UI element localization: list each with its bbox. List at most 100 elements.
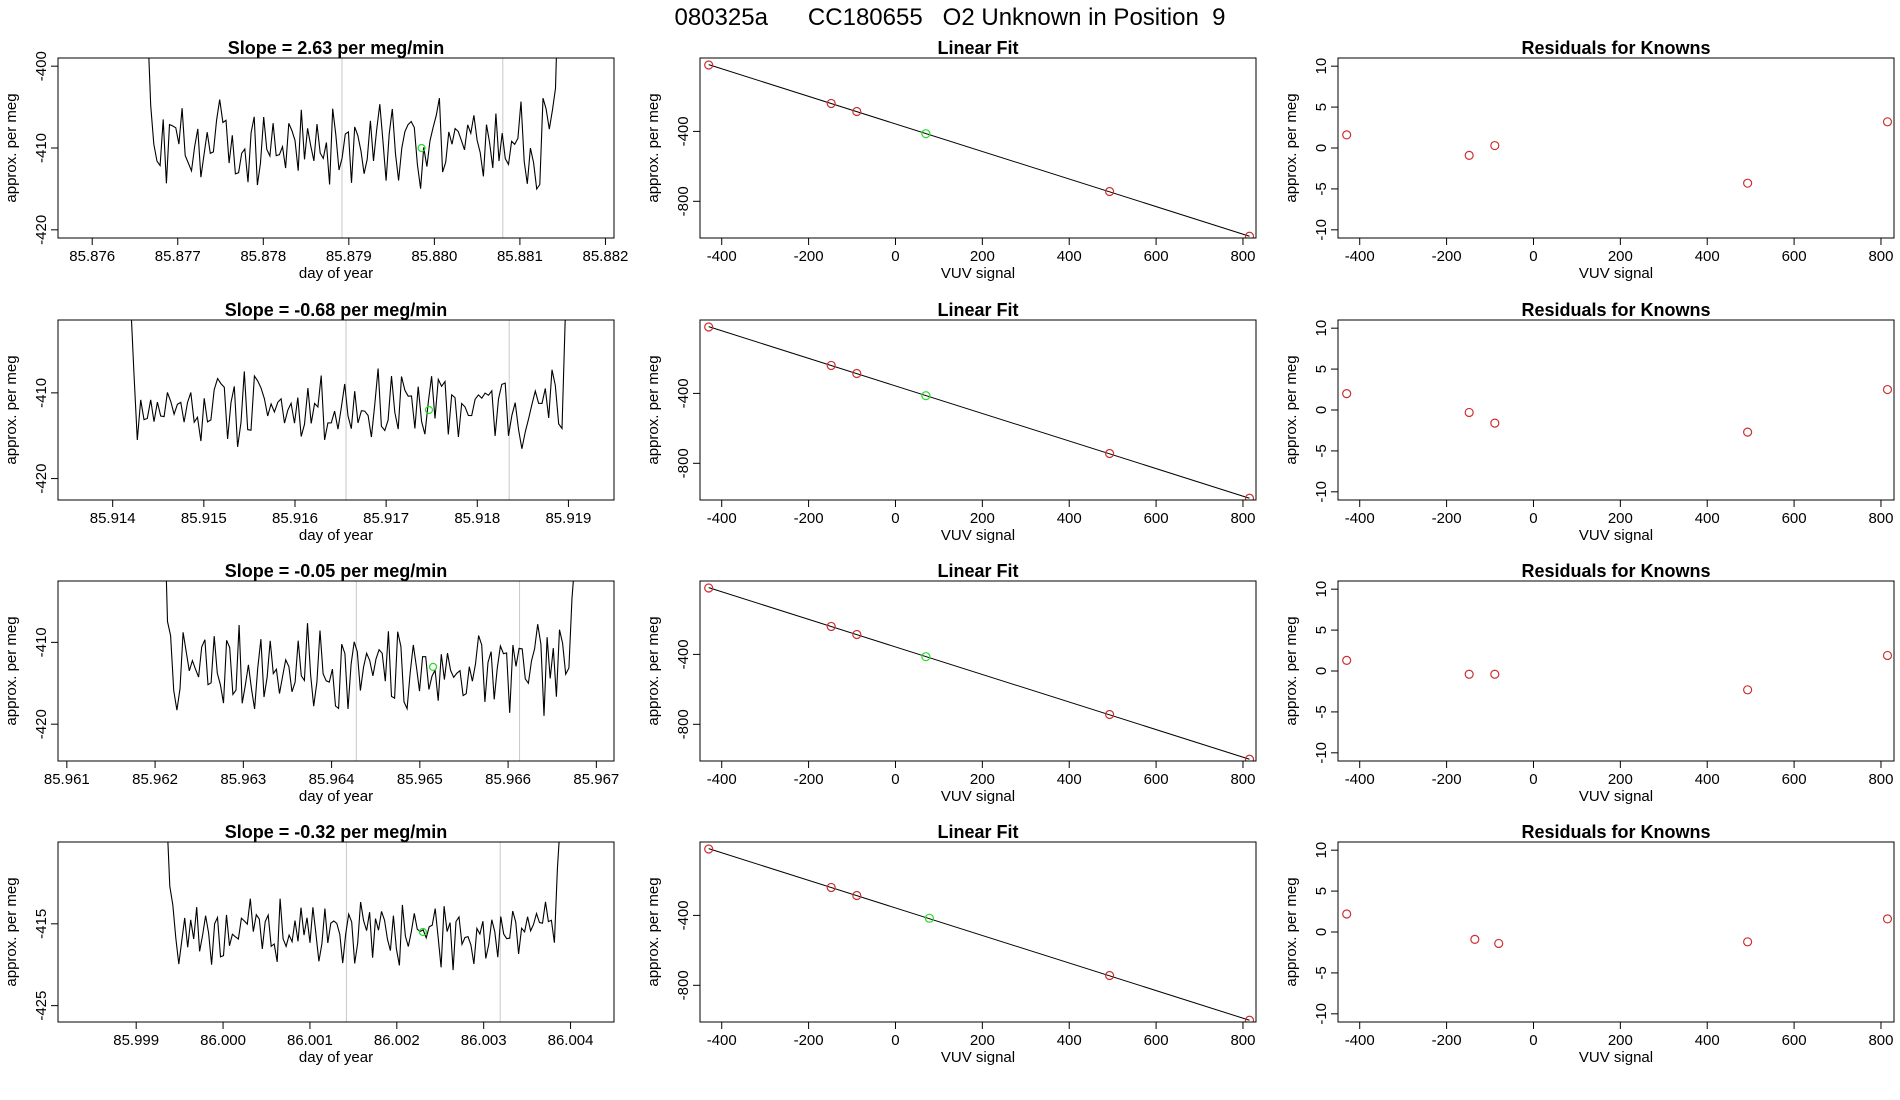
y-tick-label: 5 [1313,103,1330,111]
y-tick-label: -420 [33,215,50,245]
x-tick-label: 600 [1144,510,1169,527]
data-trace-line [167,842,560,971]
x-tick-label: 600 [1144,1032,1169,1049]
x-tick-label: 85.918 [454,510,500,527]
y-tick-label: -400 [675,116,692,146]
x-tick-label: 800 [1868,1032,1893,1049]
chart-title: Slope = 2.63 per meg/min [228,38,445,58]
y-tick-label: 0 [1313,406,1330,414]
known-point [852,368,862,379]
x-tick-label: 400 [1695,1032,1720,1049]
x-tick-label: 200 [970,771,995,788]
x-axis-label: VUV signal [1579,1049,1653,1066]
page-title: 080325a CC180655 O2 Unknown in Position … [674,4,1226,31]
chart-title: Residuals for Knowns [1521,822,1710,842]
x-tick-label: 200 [970,510,995,527]
known-point [1244,231,1255,238]
known-point [1105,186,1115,197]
x-axis-label: VUV signal [941,527,1015,544]
x-tick-label: 0 [891,1032,899,1049]
x-axis-label: day of year [299,265,373,282]
known-point [1490,418,1500,428]
x-tick-label: 85.878 [240,248,286,265]
y-tick-label: -410 [33,378,50,408]
y-tick-label: -400 [675,900,692,930]
unknown-sample-point [424,405,434,415]
y-axis-label: approx. per meg [1283,877,1300,986]
x-tick-label: 400 [1057,248,1082,265]
known-point [1743,685,1753,695]
linear-fit-line [708,587,1250,760]
plot-frame [1337,57,1895,239]
y-tick-label: -10 [1313,1003,1330,1025]
x-axis-label: VUV signal [1579,265,1653,282]
y-axis-label: approx. per meg [645,355,662,464]
unknown-point [921,129,931,139]
x-tick-label: -200 [1432,771,1462,788]
x-tick-label: -200 [1432,248,1462,265]
y-tick-label: -10 [1313,742,1330,764]
x-tick-label: 400 [1057,1032,1082,1049]
x-tick-label: 400 [1695,510,1720,527]
plot-frame [57,319,615,501]
plot-frame [699,580,1257,762]
known-point [704,844,714,854]
plot-area [704,844,1255,1022]
known-point [1494,938,1504,949]
y-tick-label: -800 [675,448,692,478]
x-axis-label: VUV signal [1579,527,1653,544]
known-point [1342,130,1352,140]
panel-1-1: Slope = 2.63 per meg/min 85.876 85.877 85.8… [3,38,628,282]
chart-title: Residuals for Knowns [1521,561,1710,581]
chart-title: Linear Fit [937,561,1018,581]
known-point [704,60,714,70]
x-tick-label: 200 [1608,1032,1633,1049]
x-tick-label: 800 [1868,771,1893,788]
plot-frame [699,57,1257,239]
x-tick-label: 0 [1529,1032,1537,1049]
x-tick-label: 600 [1782,510,1807,527]
plot-area [704,583,1255,761]
x-tick-label: 200 [1608,771,1633,788]
known-point [704,583,714,593]
x-tick-label: 85.877 [155,248,201,265]
x-tick-label: 800 [1230,248,1255,265]
x-axis-label: day of year [299,527,373,544]
panel-4-1: Slope = -0.32 per meg/min 85.999 86.000 86.… [3,822,615,1066]
panel-2-2: Linear Fit -400 -200 0 200 400 600 800 VUV signa… [645,300,1257,544]
x-tick-label: 800 [1868,510,1893,527]
y-axis-label: approx. per meg [645,616,662,725]
y-tick-label: 5 [1313,365,1330,373]
y-axis-label: approx. per meg [1283,93,1300,202]
x-tick-label: 85.880 [411,248,457,265]
x-tick-label: 85.999 [113,1032,159,1049]
x-axis-label: VUV signal [941,265,1015,282]
known-point [1743,427,1753,437]
x-tick-label: 86.002 [374,1032,420,1049]
x-tick-label: 85.962 [132,771,178,788]
known-point [1490,669,1500,679]
chart-title: Residuals for Knowns [1521,300,1710,320]
y-tick-label: 10 [1313,58,1330,75]
plot-area [1342,384,1893,437]
plot-area [1342,650,1893,695]
x-tick-label: 600 [1144,248,1169,265]
y-tick-label: 10 [1313,842,1330,859]
x-tick-label: -200 [1432,1032,1462,1049]
known-point [1244,493,1255,500]
known-point [1342,655,1352,665]
x-tick-label: 85.919 [545,510,591,527]
x-axis-label: day of year [299,1049,373,1066]
panel-2-3: Residuals for Knowns -400 -200 0 200 400 600 80… [1283,300,1895,544]
known-point [1882,384,1893,395]
x-tick-label: 0 [891,510,899,527]
y-tick-label: -5 [1313,182,1330,195]
x-tick-label: 86.003 [461,1032,507,1049]
plot-area [1342,117,1893,188]
y-tick-label: -10 [1313,481,1330,503]
known-point [1882,650,1893,661]
plot-frame [699,841,1257,1023]
known-point [1244,754,1255,761]
